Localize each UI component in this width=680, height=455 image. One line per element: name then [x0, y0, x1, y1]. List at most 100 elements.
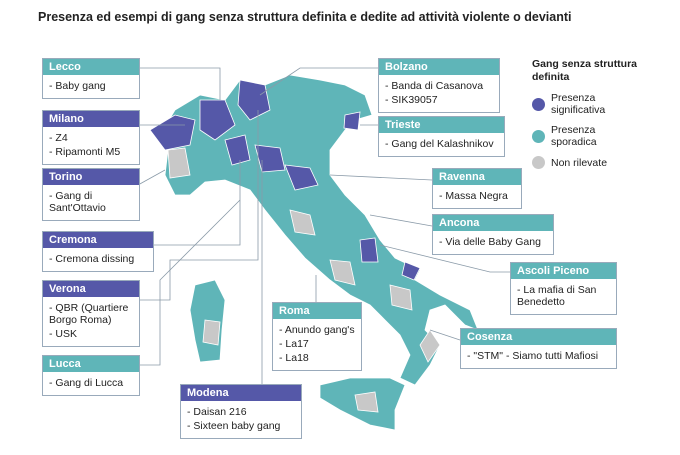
legend-label: Presenza sporadica [551, 124, 597, 148]
region-gray [167, 147, 191, 179]
leader-line [138, 67, 221, 100]
callout-item: - Banda di Casanova [385, 80, 484, 92]
title: Presenza ed esempi di gang senza struttu… [38, 10, 572, 24]
callout-city: Modena [181, 385, 301, 401]
legend-swatch [532, 156, 545, 169]
callout: Ancona - Via delle Baby Gang [432, 214, 554, 255]
callout-item: - QBR (Quartiere Borgo Roma) [49, 302, 129, 326]
callout-body: - Cremona dissing [43, 248, 153, 271]
leader-line [259, 67, 378, 96]
callout: Bolzano - Banda di Casanova - SIK39057 [378, 58, 500, 113]
callout-body: - Daisan 216 - Sixteen baby gang [181, 401, 301, 438]
callout-item: - La18 [279, 352, 309, 364]
callout: Roma - Anundo gang's - La17 - La18 [272, 302, 362, 371]
callout-item: - Gang di Sant'Ottavio [49, 190, 106, 214]
callout-item: - Ripamonti M5 [49, 146, 121, 158]
callout-city: Lucca [43, 356, 139, 372]
callout: Ravenna - Massa Negra [432, 168, 522, 209]
callout-body: - Via delle Baby Gang [433, 231, 553, 254]
leader-line [138, 110, 259, 301]
callout-item: - "STM" - Siamo tutti Mafiosi [467, 350, 599, 362]
callout-city: Roma [273, 303, 361, 319]
callout-body: - QBR (Quartiere Borgo Roma) - USK [43, 297, 139, 346]
region-gray [354, 391, 379, 413]
callout-city: Ravenna [433, 169, 521, 185]
region-dark [284, 164, 319, 191]
callout-item: - SIK39057 [385, 94, 438, 106]
callout: Trieste - Gang del Kalashnikov [378, 116, 505, 157]
legend-label: Presenza significativa [551, 92, 606, 116]
region-dark [359, 237, 379, 263]
callout: Verona - QBR (Quartiere Borgo Roma) - USK [42, 280, 140, 347]
legend-item: Presenza significativa [532, 92, 642, 116]
callout-item: - USK [49, 328, 78, 340]
callout: Milano - Z4 - Ripamonti M5 [42, 110, 140, 165]
region-dark [199, 99, 236, 141]
callout-city: Trieste [379, 117, 504, 133]
callout-body: - Banda di Casanova - SIK39057 [379, 75, 499, 112]
callout-body: - "STM" - Siamo tutti Mafiosi [461, 345, 616, 368]
callout-body: - Gang di Sant'Ottavio [43, 185, 139, 220]
region-dark [254, 144, 286, 173]
callout-city: Ascoli Piceno [511, 263, 616, 279]
region-dark [237, 79, 271, 121]
callout-body: - Z4 - Ripamonti M5 [43, 127, 139, 164]
callout: Modena - Daisan 216 - Sixteen baby gang [180, 384, 302, 439]
callout-body: - Baby gang [43, 75, 139, 98]
legend-item: Non rilevate [532, 156, 642, 169]
region-gray [389, 284, 413, 311]
callout-item: - Gang di Lucca [49, 377, 124, 389]
region-gray [202, 319, 221, 346]
callout-item: - Gang del Kalashnikov [385, 138, 494, 150]
legend-item: Presenza sporadica [532, 124, 642, 148]
callout-body: - Massa Negra [433, 185, 521, 208]
legend-title: Gang senza struttura definita [532, 58, 638, 83]
callout-item: - Cremona dissing [49, 253, 135, 265]
callout-city: Milano [43, 111, 139, 127]
callout-body: - La mafia di San Benedetto [511, 279, 616, 314]
callout-city: Cosenza [461, 329, 616, 345]
callout-item: - Anundo gang's [279, 324, 355, 336]
region-dark [401, 261, 421, 281]
callout-city: Lecco [43, 59, 139, 75]
callout-city: Bolzano [379, 59, 499, 75]
region-dark [224, 134, 251, 166]
callout-body: - Gang del Kalashnikov [379, 133, 504, 156]
callout-item: - Baby gang [49, 80, 106, 92]
region-dark [149, 114, 196, 151]
region-dark [343, 111, 361, 131]
callout-city: Ancona [433, 215, 553, 231]
legend-label: Non rilevate [551, 156, 608, 169]
callout-body: - Gang di Lucca [43, 372, 139, 395]
leader-line [137, 169, 166, 186]
region-gray [329, 259, 356, 286]
region-gray [289, 209, 316, 236]
callout: Torino - Gang di Sant'Ottavio [42, 168, 140, 221]
callout-item: - La mafia di San Benedetto [517, 284, 597, 308]
leader-line [152, 160, 241, 246]
callout-city: Torino [43, 169, 139, 185]
callout-item: - La17 [279, 338, 309, 350]
leader-line [369, 214, 433, 227]
leader-line [379, 244, 510, 273]
legend-swatch [532, 97, 545, 111]
leader-line [329, 174, 433, 181]
callout-city: Verona [43, 281, 139, 297]
callout: Ascoli Piceno - La mafia di San Benedetto [510, 262, 617, 315]
callout-body: - Anundo gang's - La17 - La18 [273, 319, 361, 370]
legend: Gang senza struttura definita Presenza s… [532, 58, 642, 177]
callout: Lecco - Baby gang [42, 58, 140, 99]
callout-item: - Daisan 216 [187, 406, 247, 418]
callout-item: - Massa Negra [439, 190, 508, 202]
callout: Lucca - Gang di Lucca [42, 355, 140, 396]
callout: Cosenza - "STM" - Siamo tutti Mafiosi [460, 328, 617, 369]
callout-item: - Sixteen baby gang [187, 420, 281, 432]
callout-city: Cremona [43, 232, 153, 248]
callout: Cremona - Cremona dissing [42, 231, 154, 272]
callout-item: - Z4 [49, 132, 68, 144]
callout-item: - Via delle Baby Gang [439, 236, 541, 248]
region-gray [419, 329, 441, 363]
leader-line [138, 199, 241, 366]
